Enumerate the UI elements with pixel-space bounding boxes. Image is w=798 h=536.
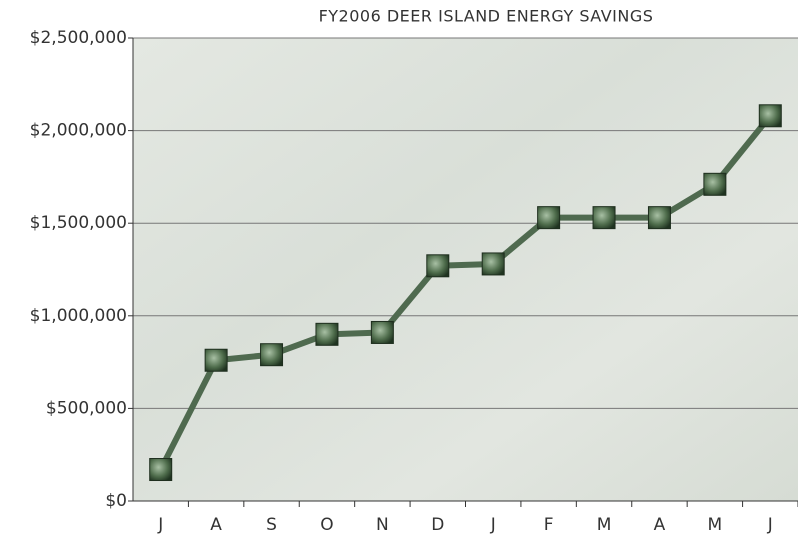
chart-title: FY2006 DEER ISLAND ENERGY SAVINGS <box>319 7 654 26</box>
x-tick-label: N <box>376 515 389 535</box>
data-point <box>759 105 781 127</box>
data-point <box>538 207 560 229</box>
plot-background <box>133 38 798 501</box>
data-point <box>482 253 504 275</box>
x-tick-label: M <box>708 515 723 535</box>
x-tick-label: S <box>266 515 277 535</box>
x-tick-label: J <box>767 515 773 535</box>
data-point <box>261 344 283 366</box>
data-point <box>371 321 393 343</box>
chart: FY2006 DEER ISLAND ENERGY SAVINGS $0 $500… <box>0 0 798 536</box>
y-tick-label: $1,500,000 <box>30 213 127 233</box>
x-tick-label: J <box>490 515 496 535</box>
y-tick-label: $0 <box>105 491 127 511</box>
data-point <box>150 459 172 481</box>
x-tick-label: D <box>431 515 444 535</box>
y-tick-label: $2,500,000 <box>30 28 127 48</box>
x-tick-label: A <box>654 515 666 535</box>
y-tick-label: $500,000 <box>46 398 127 418</box>
x-tick-label: J <box>157 515 163 535</box>
data-point <box>205 349 227 371</box>
data-point <box>427 255 449 277</box>
x-tick-label: O <box>320 515 333 535</box>
x-tick-label: A <box>210 515 222 535</box>
y-tick-label: $1,000,000 <box>30 306 127 326</box>
x-tick-label: F <box>544 515 554 535</box>
data-point <box>316 323 338 345</box>
data-point <box>704 173 726 195</box>
data-point <box>593 207 615 229</box>
y-tick-label: $2,000,000 <box>30 121 127 141</box>
data-point <box>648 207 670 229</box>
x-tick-label: M <box>597 515 612 535</box>
